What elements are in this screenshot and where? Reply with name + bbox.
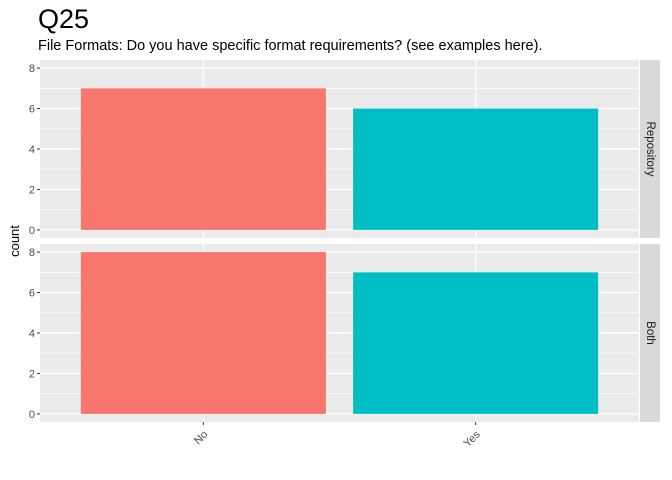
y-tick-label: 2 [29, 184, 35, 196]
x-tick-label: No [192, 429, 210, 447]
chart-subtitle: File Formats: Do you have specific forma… [38, 38, 543, 54]
y-tick-label: 8 [29, 247, 35, 259]
facet-strip [640, 244, 660, 422]
y-tick-label: 8 [29, 63, 35, 75]
y-tick-label: 0 [29, 409, 35, 421]
facet-label: Repository [644, 122, 656, 177]
y-tick-label: 4 [29, 144, 35, 156]
x-tick-label: Yes [462, 428, 484, 450]
facet-strip [640, 60, 660, 238]
y-tick-label: 2 [29, 368, 35, 380]
bar-repository-yes [353, 108, 599, 230]
y-tick-label: 6 [29, 104, 35, 116]
y-tick-label: 0 [29, 225, 35, 237]
chart-title: Q25 [38, 4, 90, 34]
y-axis-title: count [7, 225, 22, 257]
bar-repository-no [80, 88, 326, 230]
y-tick-label: 6 [29, 288, 35, 300]
facet-label: Both [644, 321, 656, 345]
bar-both-no [80, 252, 326, 414]
bar-both-yes [353, 272, 599, 414]
y-tick-label: 4 [29, 328, 35, 340]
